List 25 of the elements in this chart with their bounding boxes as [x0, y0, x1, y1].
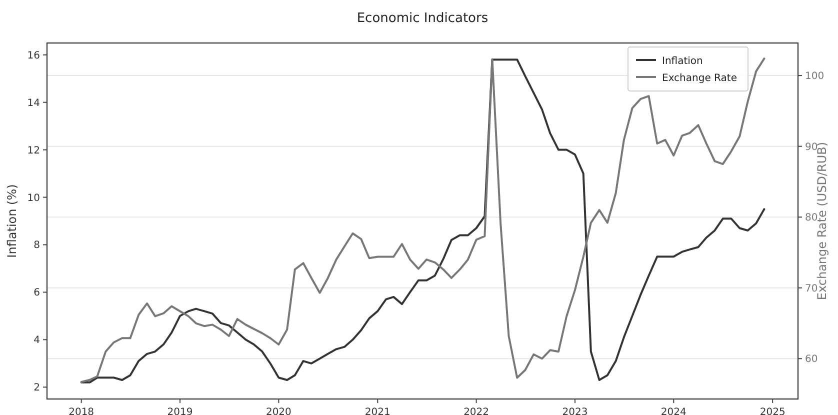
x-tick-label: 2025	[760, 407, 786, 415]
y-tick-label: 2	[34, 382, 40, 394]
x-tick-label: 2020	[266, 407, 292, 415]
y-tick-label: 12	[27, 145, 40, 156]
legend-label: Inflation	[662, 56, 703, 67]
y-tick-label: 16	[27, 50, 40, 62]
x-tick-label: 2018	[68, 407, 94, 415]
y-tick-label: 4	[34, 335, 40, 346]
y2-tick-label: 90	[805, 142, 818, 153]
y-tick-label: 8	[34, 240, 40, 252]
y2-tick-label: 70	[805, 283, 818, 294]
y2-tick-label: 100	[805, 71, 824, 82]
chart-title: Economic Indicators	[356, 11, 488, 26]
x-tick-label: 2024	[660, 407, 686, 415]
y-tick-label: 10	[27, 192, 40, 204]
legend-label: Exchange Rate	[662, 73, 737, 84]
x-tick-label: 2023	[562, 407, 588, 415]
x-tick-label: 2021	[364, 407, 390, 415]
x-tick-label: 2019	[167, 407, 193, 415]
y2-tick-label: 60	[805, 354, 818, 366]
y-tick-label: 14	[27, 98, 40, 109]
x-tick-label: 2022	[464, 407, 490, 415]
y-axis-title: Inflation (%)	[5, 184, 19, 258]
y2-tick-label: 80	[805, 212, 818, 224]
y-tick-label: 6	[34, 288, 40, 299]
